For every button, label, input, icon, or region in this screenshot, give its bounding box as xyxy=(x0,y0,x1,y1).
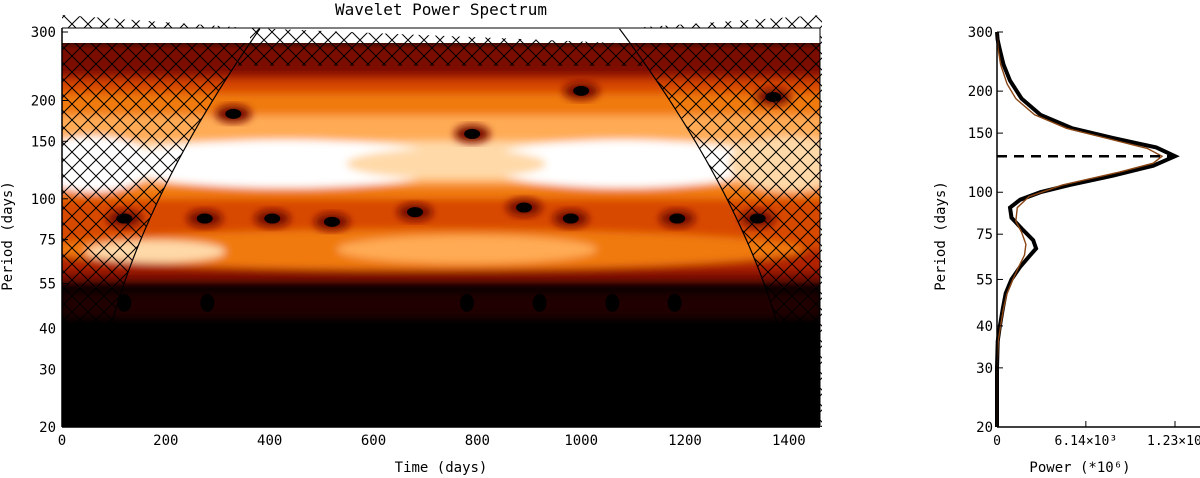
x-tick-label-3: 600 xyxy=(361,433,386,449)
heat-minimum-4 xyxy=(407,207,424,218)
power-y-tick-label-6: 150 xyxy=(968,126,993,142)
heat-core-1 xyxy=(482,139,763,188)
wavelet-axes: 0 200 400 600 800 1000 1200 1400 20 30 40 55 75 100 15… xyxy=(31,25,821,449)
power-y-tick-label-3: 55 xyxy=(976,272,993,288)
y-tick-label-2: 40 xyxy=(39,322,56,338)
heat-lowspot-1 xyxy=(200,293,215,312)
heat-minimum-1 xyxy=(196,213,213,224)
global-power-plot xyxy=(995,31,1180,427)
heat-minimum-6 xyxy=(562,213,579,224)
y-tick-label-4: 75 xyxy=(39,233,56,249)
wavelet-y-label: Period (days) xyxy=(0,181,16,291)
y-tick-label-0: 20 xyxy=(39,420,56,436)
cone-of-influence-hatch xyxy=(62,15,822,428)
x-tick-label-0: 0 xyxy=(58,433,66,449)
heat-core-0 xyxy=(115,139,456,188)
y-tick-label-1: 30 xyxy=(39,363,56,379)
y-tick-label-6: 150 xyxy=(31,134,56,150)
heat-dark-band xyxy=(62,291,820,319)
power-y-tick-label-0: 20 xyxy=(976,420,993,436)
power-x-tick-label-2: 1.23×10⁴ xyxy=(1147,434,1200,449)
power-y-tick-label-7: 200 xyxy=(968,84,993,100)
power-series-0 xyxy=(995,31,1180,427)
heat-lowspot-4 xyxy=(605,293,620,312)
y-tick-label-8: 300 xyxy=(31,25,56,41)
x-tick-label-2: 400 xyxy=(257,433,282,449)
x-tick-label-4: 800 xyxy=(465,433,490,449)
y-tick-label-7: 200 xyxy=(31,93,56,109)
heat-minimum-9 xyxy=(225,108,242,119)
heat-minimum-2 xyxy=(264,213,281,224)
x-tick-label-6: 1200 xyxy=(668,433,702,449)
coi-left-edge xyxy=(94,28,261,428)
heat-low-region xyxy=(62,305,820,427)
y-tick-label-3: 55 xyxy=(39,277,56,293)
heat-minimum-7 xyxy=(669,213,686,224)
power-y-tick-label-1: 30 xyxy=(976,361,993,377)
power-x-label: Power (*10⁶) xyxy=(1029,460,1130,476)
heat-minimum-10 xyxy=(464,128,481,139)
wavelet-x-label: Time (days) xyxy=(395,460,488,476)
power-x-tick-label-1: 6.14×10³ xyxy=(1055,434,1118,449)
coi-right-edge xyxy=(619,28,796,428)
power-y-tick-label-8: 300 xyxy=(968,25,993,41)
x-tick-label-5: 1000 xyxy=(564,433,598,449)
heat-minimum-5 xyxy=(516,202,533,213)
heat-lowspot-3 xyxy=(532,293,547,312)
heat-minimum-3 xyxy=(323,216,340,227)
heat-lowspot-5 xyxy=(667,293,682,312)
x-tick-label-7: 1400 xyxy=(772,433,806,449)
power-y-label: Period (days) xyxy=(933,181,949,291)
heat-lowspot-2 xyxy=(459,293,474,312)
power-series-1 xyxy=(996,31,1164,427)
coi-top xyxy=(234,28,647,67)
power-y-tick-label-2: 40 xyxy=(976,319,993,335)
heat-minimum-11 xyxy=(573,85,590,96)
x-tick-label-1: 200 xyxy=(153,433,178,449)
heat-lobe-low-mid xyxy=(336,235,597,264)
y-tick-label-5: 100 xyxy=(31,192,56,208)
heat-core-4 xyxy=(346,148,547,179)
coi-right xyxy=(619,15,822,427)
power-x-tick-label-0: 0 xyxy=(993,434,1001,449)
power-y-tick-label-5: 100 xyxy=(968,185,993,201)
global-power-axes: 0 6.14×10³ 1.23×10⁴ 20 30 40 55 75 100 150 200 300 xyxy=(968,25,1200,449)
wavelet-title: Wavelet Power Spectrum xyxy=(335,0,547,19)
heat-lowspot-0 xyxy=(117,293,132,312)
power-y-tick-label-4: 75 xyxy=(976,227,993,243)
